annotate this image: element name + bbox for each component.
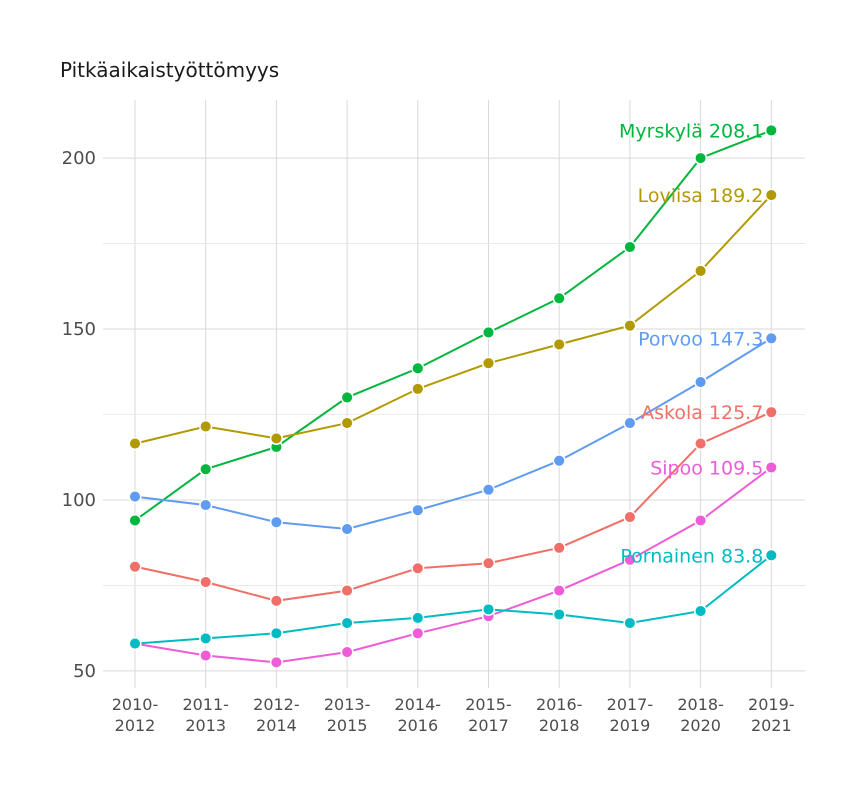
x-tick-label: 2015-2017 bbox=[465, 695, 512, 735]
x-tick-label: 2016-2018 bbox=[536, 695, 583, 735]
series-line-pornainen bbox=[134, 554, 772, 645]
y-tick-label: 50 bbox=[73, 661, 96, 682]
x-tick-label: 2018-2020 bbox=[677, 695, 724, 735]
y-tick-label: 200 bbox=[62, 148, 96, 169]
data-point bbox=[623, 553, 637, 567]
data-point bbox=[623, 510, 637, 524]
x-tick-label: 2012-2014 bbox=[253, 695, 300, 735]
data-point bbox=[481, 483, 496, 497]
series-askola bbox=[128, 405, 778, 608]
data-point bbox=[694, 604, 708, 618]
data-point bbox=[269, 515, 283, 529]
end-label-askola: Askola 125.7 bbox=[641, 402, 763, 424]
end-labels: Myrskylä 208.1 Loviisa 189.2 Porvoo 147.3 A… bbox=[619, 120, 763, 567]
data-point bbox=[764, 548, 778, 562]
data-point bbox=[199, 498, 213, 512]
series-line-sipoo bbox=[134, 466, 772, 664]
data-point bbox=[269, 655, 283, 669]
data-point bbox=[623, 416, 637, 430]
data-point bbox=[552, 607, 566, 622]
x-tick-label: 2019-2021 bbox=[748, 695, 795, 735]
data-point bbox=[340, 390, 354, 404]
data-point bbox=[694, 375, 708, 389]
data-point bbox=[694, 151, 708, 165]
end-label-pornainen: Pornainen 83.8 bbox=[620, 545, 763, 567]
x-tick-label: 2013-2015 bbox=[324, 695, 371, 735]
data-point bbox=[411, 611, 425, 625]
series-pornainen bbox=[128, 548, 778, 651]
data-point bbox=[764, 460, 778, 475]
data-point bbox=[128, 437, 142, 451]
data-point bbox=[411, 503, 425, 517]
end-label-porvoo: Porvoo 147.3 bbox=[638, 328, 763, 350]
x-tick-label: 2017-2019 bbox=[607, 695, 654, 735]
grid bbox=[103, 100, 805, 688]
data-point bbox=[269, 626, 283, 640]
data-point bbox=[411, 626, 425, 640]
end-label-myrskyl-: Myrskylä 208.1 bbox=[619, 120, 763, 142]
data-point bbox=[764, 405, 778, 419]
data-point bbox=[694, 437, 708, 451]
data-point bbox=[552, 584, 566, 598]
series-loviisa bbox=[128, 188, 778, 451]
data-point bbox=[411, 561, 425, 575]
y-axis: 50 100 150 200 bbox=[62, 148, 96, 682]
data-point bbox=[623, 319, 637, 333]
end-label-sipoo: Sipoo 109.5 bbox=[650, 458, 763, 480]
data-point bbox=[552, 291, 566, 305]
series-porvoo bbox=[128, 331, 778, 536]
data-point bbox=[481, 556, 496, 570]
data-point bbox=[764, 188, 778, 202]
data-point bbox=[128, 513, 142, 528]
end-label-loviisa: Loviisa 189.2 bbox=[638, 185, 764, 207]
data-point bbox=[481, 356, 496, 370]
x-tick-label: 2014-2016 bbox=[395, 695, 442, 735]
data-point bbox=[340, 416, 354, 430]
data-point bbox=[481, 325, 496, 340]
series-line-askola bbox=[134, 411, 772, 602]
x-tick-label: 2010-2012 bbox=[112, 695, 159, 735]
data-point bbox=[340, 522, 354, 536]
data-point bbox=[764, 123, 778, 137]
x-axis: 2010-2012 2011-2013 2012-2014 2013-2015 2014… bbox=[112, 695, 795, 735]
data-point bbox=[411, 382, 425, 396]
data-point bbox=[340, 584, 354, 598]
data-point bbox=[340, 616, 354, 630]
data-point bbox=[199, 648, 213, 663]
data-point bbox=[199, 575, 213, 589]
data-point bbox=[340, 645, 354, 659]
data-point bbox=[552, 337, 566, 351]
data-point bbox=[199, 419, 213, 434]
data-point bbox=[694, 513, 708, 528]
data-point bbox=[199, 631, 213, 645]
series-group bbox=[128, 123, 778, 669]
data-point bbox=[552, 541, 566, 555]
series-line-myrskyl- bbox=[134, 129, 772, 522]
chart-title: Pitkäaikaistyöttömyys bbox=[60, 58, 279, 82]
data-point bbox=[199, 462, 213, 476]
data-point bbox=[764, 331, 778, 345]
data-point bbox=[623, 240, 637, 254]
data-point bbox=[269, 594, 283, 608]
data-point bbox=[128, 490, 142, 504]
data-point bbox=[623, 616, 637, 630]
y-tick-label: 100 bbox=[62, 490, 96, 511]
data-point bbox=[128, 560, 142, 574]
x-tick-label: 2011-2013 bbox=[182, 695, 229, 735]
data-point bbox=[694, 264, 708, 278]
data-point bbox=[481, 602, 496, 616]
y-tick-label: 150 bbox=[62, 319, 96, 340]
data-point bbox=[128, 637, 142, 651]
data-point bbox=[411, 361, 425, 375]
data-point bbox=[552, 454, 566, 468]
data-point bbox=[269, 431, 283, 445]
series-line-porvoo bbox=[134, 337, 772, 531]
series-line-loviisa bbox=[134, 194, 773, 445]
